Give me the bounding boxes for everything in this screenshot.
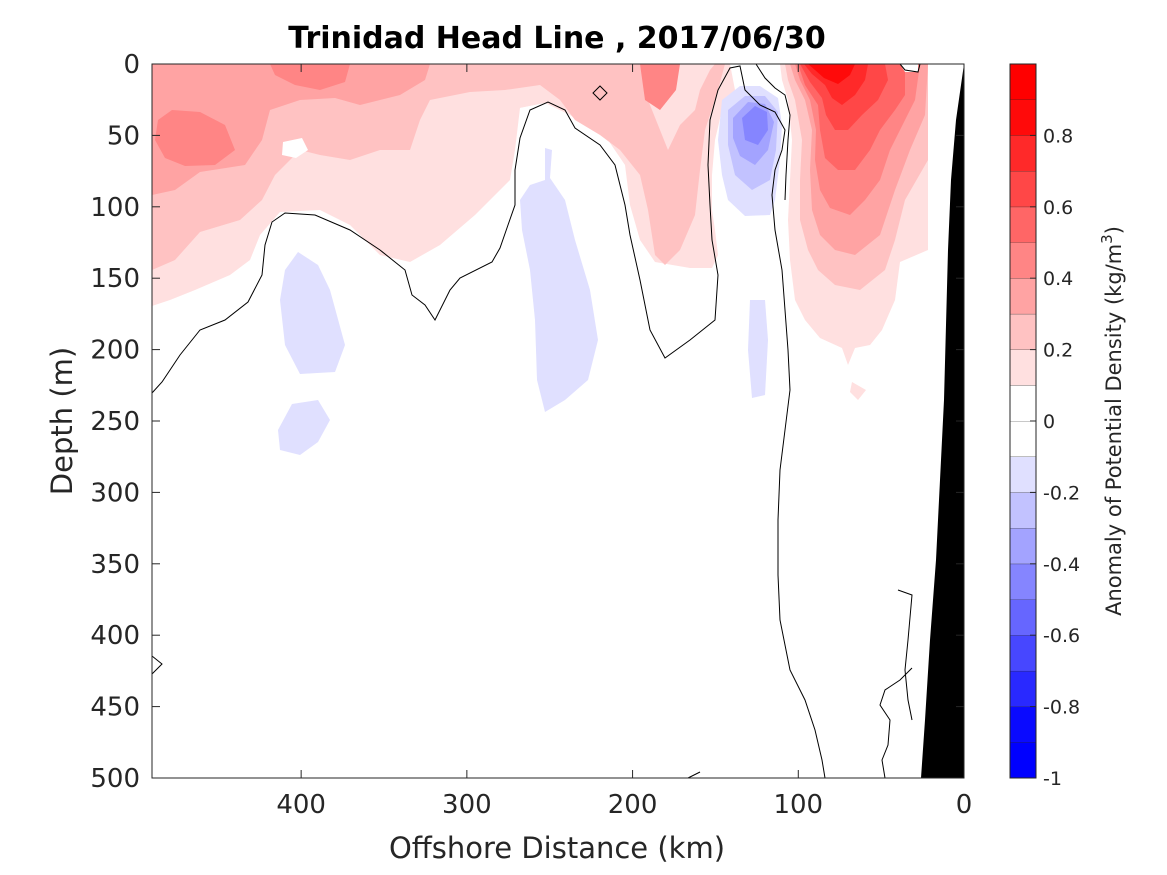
colorbar-swatch (1010, 278, 1036, 314)
colorbar-tick-label: 0.6 (1043, 197, 1073, 219)
colorbar-swatch (1010, 349, 1036, 386)
y-tick-label: 450 (90, 693, 140, 723)
anomaly-region-negative-weak-1 (280, 252, 345, 374)
colorbar-swatch (1010, 99, 1036, 136)
density-anomaly-field (152, 64, 928, 455)
colorbar-swatch (1010, 171, 1036, 207)
anomaly-region-negative-core-peak (742, 106, 768, 145)
colorbar-tick-label: 0.2 (1043, 340, 1073, 362)
anomaly-region-positive-offshore-core-1 (155, 110, 235, 166)
zero-contour-small-diamond (592, 85, 608, 101)
y-tick-label: 300 (90, 478, 140, 508)
zero-contour-lines (151, 63, 921, 779)
x-tick-label: 300 (442, 790, 492, 820)
x-tick-label: 200 (608, 790, 658, 820)
colorbar-tick-label: -0.8 (1043, 697, 1080, 719)
colorbar-swatch (1010, 635, 1036, 671)
zero-contour-offshore (151, 65, 826, 779)
colorbar-tick-label: -0.4 (1043, 554, 1080, 576)
colorbar: 0.8 0.6 0.4 0.2 0 -0.2 -0.4 -0.6 -0.8 -1 (1009, 63, 1080, 790)
colorbar-label-superscript: 3 (1098, 234, 1116, 244)
x-tick-label: 100 (773, 790, 823, 820)
colorbar-ticks: 0.8 0.6 0.4 0.2 0 -0.2 -0.4 -0.6 -0.8 -1 (1030, 125, 1080, 790)
y-tick-label: 50 (107, 121, 140, 151)
colorbar-swatch (1010, 456, 1036, 493)
zero-contour-deep-2 (879, 667, 913, 779)
anomaly-region-negative-weak-4 (748, 300, 768, 398)
colorbar-tick-label: -0.2 (1043, 482, 1080, 504)
anomaly-region-positive-offshore-core-2 (270, 64, 350, 90)
x-tick-label: 400 (276, 790, 326, 820)
y-tick-label: 350 (90, 550, 140, 580)
colorbar-swatch (1010, 670, 1036, 707)
colorbar-swatch (1010, 528, 1036, 564)
colorbar-swatch (1010, 242, 1036, 279)
plot-area: 400 300 200 100 0 0 50 100 150 200 250 300 350 400 45… (90, 50, 972, 820)
colorbar-label-suffix: ) (1102, 226, 1126, 234)
bathymetry-seafloor (921, 64, 964, 778)
colorbar-label-main: Anomaly of Potential Density (kg/m (1102, 244, 1126, 616)
colorbar-swatch (1010, 64, 1036, 100)
colorbar-tick-label: 0 (1043, 411, 1055, 433)
colorbar-swatch (1010, 313, 1036, 350)
colorbar-swatch (1010, 135, 1036, 172)
anomaly-region-neutral-hole-2 (520, 103, 570, 150)
y-axis-label: Depth (m) (45, 347, 79, 495)
anomaly-region-negative-weak-3 (520, 148, 598, 412)
colorbar-swatch (1010, 206, 1036, 243)
anomaly-region-negative-weak-2 (278, 400, 330, 455)
colorbar-swatch (1010, 421, 1036, 457)
zero-contour-bottom (687, 771, 701, 779)
x-axis-label: Offshore Distance (km) (389, 831, 725, 865)
zero-contour-surface-coast (899, 63, 921, 73)
anomaly-region-positive-offshore-stronger (152, 64, 430, 195)
x-tick-label: 0 (956, 790, 973, 820)
anomaly-region-positive-coast-peak (808, 64, 855, 84)
colorbar-swatch (1010, 385, 1036, 421)
colorbar-tick-label: 0.8 (1043, 125, 1073, 147)
colorbar-swatch (1010, 599, 1036, 636)
zero-contour-deep-1 (897, 589, 913, 721)
zero-contour-coast (755, 63, 791, 201)
colorbar-swatch (1010, 492, 1036, 529)
colorbar-tick-label: -0.6 (1043, 625, 1080, 647)
y-tick-label: 250 (90, 407, 140, 437)
y-tick-label: 100 (90, 193, 140, 223)
y-axis: 0 50 100 150 200 250 300 350 400 450 500 (90, 50, 964, 794)
colorbar-swatch (1010, 742, 1036, 778)
colorbar-swatch (1010, 563, 1036, 600)
chart-title: Trinidad Head Line , 2017/06/30 (288, 21, 825, 56)
y-tick-label: 0 (123, 50, 140, 80)
anomaly-region-neutral-hole (282, 138, 308, 158)
colorbar-tick-label: 0.4 (1043, 268, 1073, 290)
y-tick-label: 500 (90, 764, 140, 794)
y-tick-label: 400 (90, 621, 140, 651)
anomaly-region-positive-deep-small (850, 382, 866, 400)
y-tick-label: 200 (90, 336, 140, 366)
y-tick-label: 150 (90, 264, 140, 294)
colorbar-swatch (1010, 706, 1036, 743)
anomaly-region-positive-offshore-core-3 (640, 64, 680, 110)
x-axis: 400 300 200 100 0 (276, 64, 972, 820)
colorbar-swatches (1010, 63, 1036, 778)
anomaly-region-positive-offshore-moderate (152, 64, 725, 270)
colorbar-tick-label: -1 (1043, 768, 1062, 790)
colorbar-label: Anomaly of Potential Density (kg/m3) (1098, 226, 1126, 616)
zero-contour-left-edge (151, 655, 163, 675)
